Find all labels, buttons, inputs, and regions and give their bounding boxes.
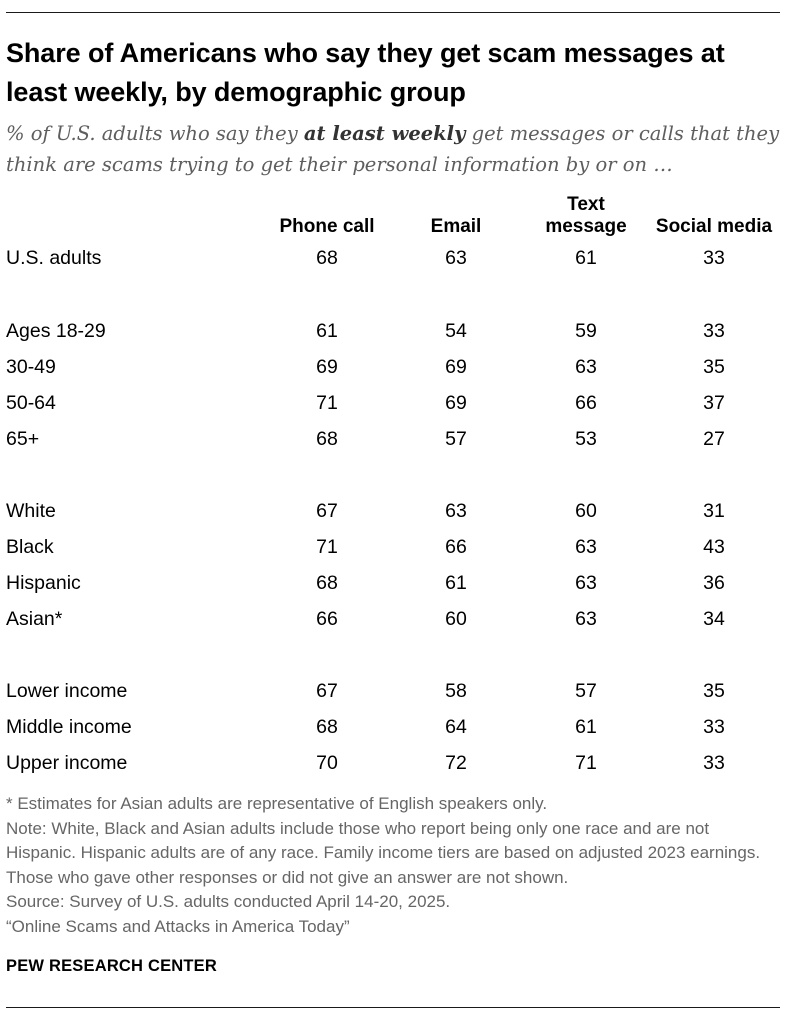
subtitle-part-3: get messages or calls that they think ar… bbox=[6, 122, 780, 176]
table-row-upper-income: Upper income 70 72 71 33 bbox=[0, 745, 788, 781]
table-row-middle-income: Middle income 68 64 61 33 bbox=[0, 709, 788, 745]
value-cell-phone-call: 67 bbox=[316, 680, 338, 702]
table-row-65: 65+ 68 57 53 27 bbox=[0, 421, 788, 457]
value-cell-email: 61 bbox=[445, 572, 467, 594]
footnote-asian: * Estimates for Asian adults are represe… bbox=[6, 794, 548, 813]
value-cell-email: 60 bbox=[445, 608, 467, 630]
row-label: 30-49 bbox=[6, 356, 56, 378]
column-header-line: Phone call bbox=[279, 216, 375, 237]
value-cell-phone-call: 69 bbox=[316, 356, 338, 378]
value-cell-phone-call: 68 bbox=[316, 716, 338, 738]
value-cell-text-message: 57 bbox=[575, 680, 597, 702]
row-label: 50-64 bbox=[6, 392, 56, 414]
value-cell-email: 63 bbox=[445, 247, 467, 269]
value-cell-text-message: 63 bbox=[575, 608, 597, 630]
column-header-line: Email bbox=[430, 216, 482, 237]
value-cell-text-message: 71 bbox=[575, 752, 597, 774]
subtitle-emphasis: at least weekly bbox=[303, 122, 466, 145]
value-cell-text-message: 59 bbox=[575, 320, 597, 342]
value-cell-email: 72 bbox=[445, 752, 467, 774]
value-cell-phone-call: 61 bbox=[316, 320, 338, 342]
pew-logo: PEW RESEARCH CENTER bbox=[6, 957, 217, 975]
value-cell-social-media: 33 bbox=[703, 247, 725, 269]
table-row-ages-18-29: Ages 18-29 61 54 59 33 bbox=[0, 313, 788, 349]
table-row-asian: Asian* 66 60 63 34 bbox=[0, 601, 788, 637]
value-cell-social-media: 31 bbox=[703, 500, 725, 522]
column-header-line: message bbox=[545, 216, 627, 237]
row-label: U.S. adults bbox=[6, 247, 102, 269]
table-row-black: Black 71 66 63 43 bbox=[0, 529, 788, 565]
table-row-30-49: 30-49 69 69 63 35 bbox=[0, 349, 788, 385]
value-cell-phone-call: 67 bbox=[316, 500, 338, 522]
value-cell-social-media: 43 bbox=[703, 536, 725, 558]
value-cell-text-message: 63 bbox=[575, 356, 597, 378]
value-cell-social-media: 33 bbox=[703, 716, 725, 738]
methodology-note: Note: White, Black and Asian adults incl… bbox=[6, 818, 761, 887]
row-label: Ages 18-29 bbox=[6, 320, 106, 342]
value-cell-email: 64 bbox=[445, 716, 467, 738]
column-header-text-message: Text message bbox=[516, 194, 656, 238]
row-label: Upper income bbox=[6, 752, 128, 774]
value-cell-phone-call: 68 bbox=[316, 247, 338, 269]
value-cell-email: 58 bbox=[445, 680, 467, 702]
value-cell-social-media: 27 bbox=[703, 428, 725, 450]
value-cell-text-message: 66 bbox=[575, 392, 597, 414]
row-label: Lower income bbox=[6, 680, 128, 702]
value-cell-text-message: 63 bbox=[575, 572, 597, 594]
row-label: Black bbox=[6, 536, 54, 558]
bottom-rule bbox=[6, 1007, 780, 1008]
value-cell-social-media: 33 bbox=[703, 752, 725, 774]
chart-subtitle: % of U.S. adults who say they at least w… bbox=[6, 118, 782, 180]
column-header-phone-call: Phone call bbox=[257, 216, 397, 238]
value-cell-email: 69 bbox=[445, 356, 467, 378]
value-cell-email: 54 bbox=[445, 320, 467, 342]
value-cell-social-media: 35 bbox=[703, 356, 725, 378]
table-row-50-64: 50-64 71 69 66 37 bbox=[0, 385, 788, 421]
row-label: 65+ bbox=[6, 428, 40, 450]
value-cell-social-media: 37 bbox=[703, 392, 725, 414]
column-header-line: Social media bbox=[655, 216, 773, 237]
value-cell-email: 69 bbox=[445, 392, 467, 414]
column-header-line: Text bbox=[567, 194, 605, 215]
value-cell-email: 66 bbox=[445, 536, 467, 558]
value-cell-text-message: 61 bbox=[575, 247, 597, 269]
value-cell-social-media: 36 bbox=[703, 572, 725, 594]
notes-block: * Estimates for Asian adults are represe… bbox=[6, 792, 782, 939]
value-cell-social-media: 35 bbox=[703, 680, 725, 702]
value-cell-text-message: 60 bbox=[575, 500, 597, 522]
column-header-email: Email bbox=[386, 216, 526, 238]
value-cell-text-message: 61 bbox=[575, 716, 597, 738]
value-cell-text-message: 53 bbox=[575, 428, 597, 450]
value-cell-phone-call: 70 bbox=[316, 752, 338, 774]
table-row-white: White 67 63 60 31 bbox=[0, 493, 788, 529]
table-row-hispanic: Hispanic 68 61 63 36 bbox=[0, 565, 788, 601]
row-label: Middle income bbox=[6, 716, 132, 738]
value-cell-phone-call: 66 bbox=[316, 608, 338, 630]
value-cell-phone-call: 71 bbox=[316, 392, 338, 414]
value-cell-phone-call: 68 bbox=[316, 572, 338, 594]
value-cell-text-message: 63 bbox=[575, 536, 597, 558]
value-cell-email: 57 bbox=[445, 428, 467, 450]
column-header-social-media: Social media bbox=[644, 216, 784, 238]
table-row-u-s-adults: U.S. adults 68 63 61 33 bbox=[0, 240, 788, 276]
chart-title: Share of Americans who say they get scam… bbox=[6, 38, 725, 107]
top-rule bbox=[6, 12, 780, 13]
value-cell-social-media: 33 bbox=[703, 320, 725, 342]
value-cell-social-media: 34 bbox=[703, 608, 725, 630]
row-label: White bbox=[6, 500, 56, 522]
report-title-note: “Online Scams and Attacks in America Tod… bbox=[6, 916, 350, 936]
row-label: Asian* bbox=[6, 608, 63, 630]
subtitle-part-1: % of U.S. adults who say they bbox=[6, 122, 304, 145]
source-note: Source: Survey of U.S. adults conducted … bbox=[6, 892, 451, 911]
value-cell-phone-call: 71 bbox=[316, 536, 338, 558]
value-cell-phone-call: 68 bbox=[316, 428, 338, 450]
table-row-lower-income: Lower income 67 58 57 35 bbox=[0, 673, 788, 709]
row-label: Hispanic bbox=[6, 572, 81, 594]
value-cell-email: 63 bbox=[445, 500, 467, 522]
